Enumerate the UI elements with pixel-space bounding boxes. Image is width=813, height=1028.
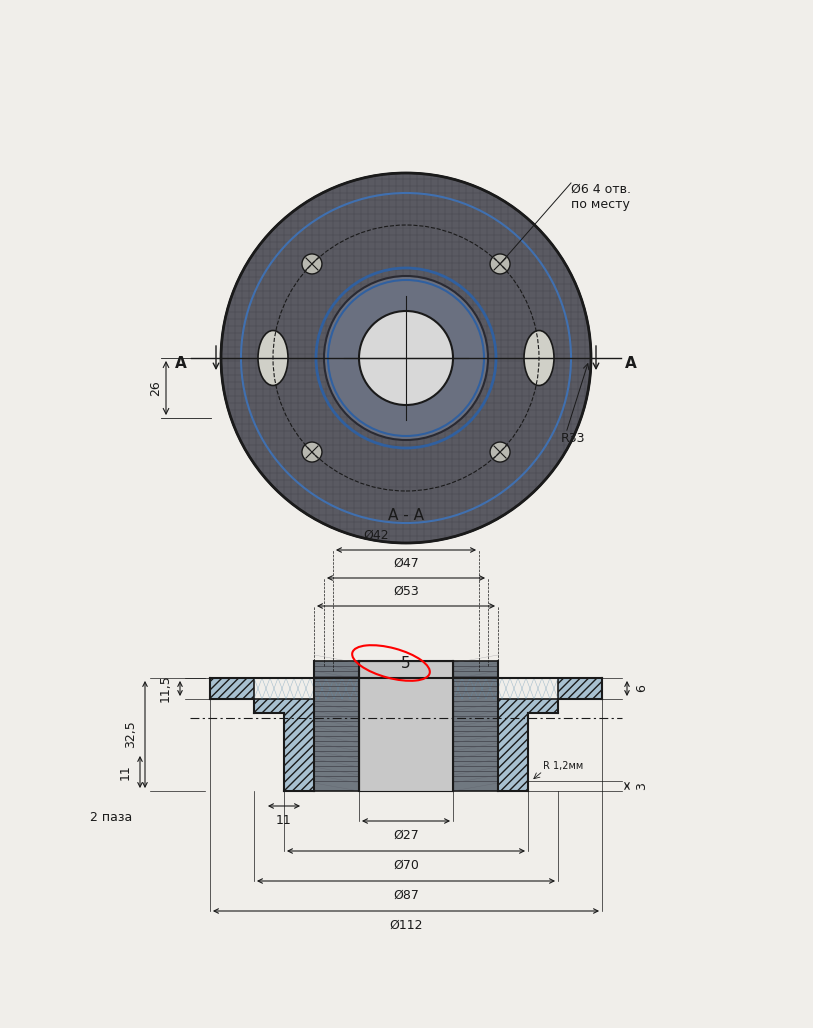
Text: Ø70: Ø70 <box>393 859 419 872</box>
Text: R33: R33 <box>561 432 585 444</box>
Text: 3: 3 <box>635 782 648 790</box>
Circle shape <box>221 173 591 543</box>
Circle shape <box>324 276 488 440</box>
Text: A: A <box>625 356 637 370</box>
Circle shape <box>490 442 510 462</box>
Text: 11: 11 <box>276 814 292 827</box>
Text: 26: 26 <box>150 380 163 396</box>
Text: Ø27: Ø27 <box>393 829 419 842</box>
Text: 5: 5 <box>401 656 411 670</box>
Polygon shape <box>498 699 558 791</box>
Text: Ø53: Ø53 <box>393 585 419 598</box>
Circle shape <box>221 173 591 543</box>
Polygon shape <box>453 661 498 791</box>
Text: A - A: A - A <box>388 509 424 523</box>
Text: A: A <box>175 356 187 370</box>
Text: Ø42: Ø42 <box>363 529 389 542</box>
Circle shape <box>302 254 322 273</box>
Ellipse shape <box>258 330 288 386</box>
Text: Ø87: Ø87 <box>393 889 419 902</box>
Text: Ø47: Ø47 <box>393 557 419 570</box>
Text: 6: 6 <box>635 685 648 693</box>
Text: Ø112: Ø112 <box>389 919 423 932</box>
Polygon shape <box>314 661 359 791</box>
Circle shape <box>490 254 510 273</box>
Circle shape <box>359 311 453 405</box>
Circle shape <box>302 442 322 462</box>
Text: 11: 11 <box>119 764 132 780</box>
Text: Ø6 4 отв.
по месту: Ø6 4 отв. по месту <box>571 183 631 211</box>
Text: 11,5: 11,5 <box>159 674 172 702</box>
Ellipse shape <box>524 330 554 386</box>
Polygon shape <box>210 678 254 699</box>
Text: 2 паза: 2 паза <box>89 811 132 824</box>
Text: R 1,2мм: R 1,2мм <box>543 761 583 771</box>
Polygon shape <box>558 678 602 699</box>
Polygon shape <box>254 699 314 791</box>
Polygon shape <box>359 661 453 791</box>
Text: 32,5: 32,5 <box>124 721 137 748</box>
